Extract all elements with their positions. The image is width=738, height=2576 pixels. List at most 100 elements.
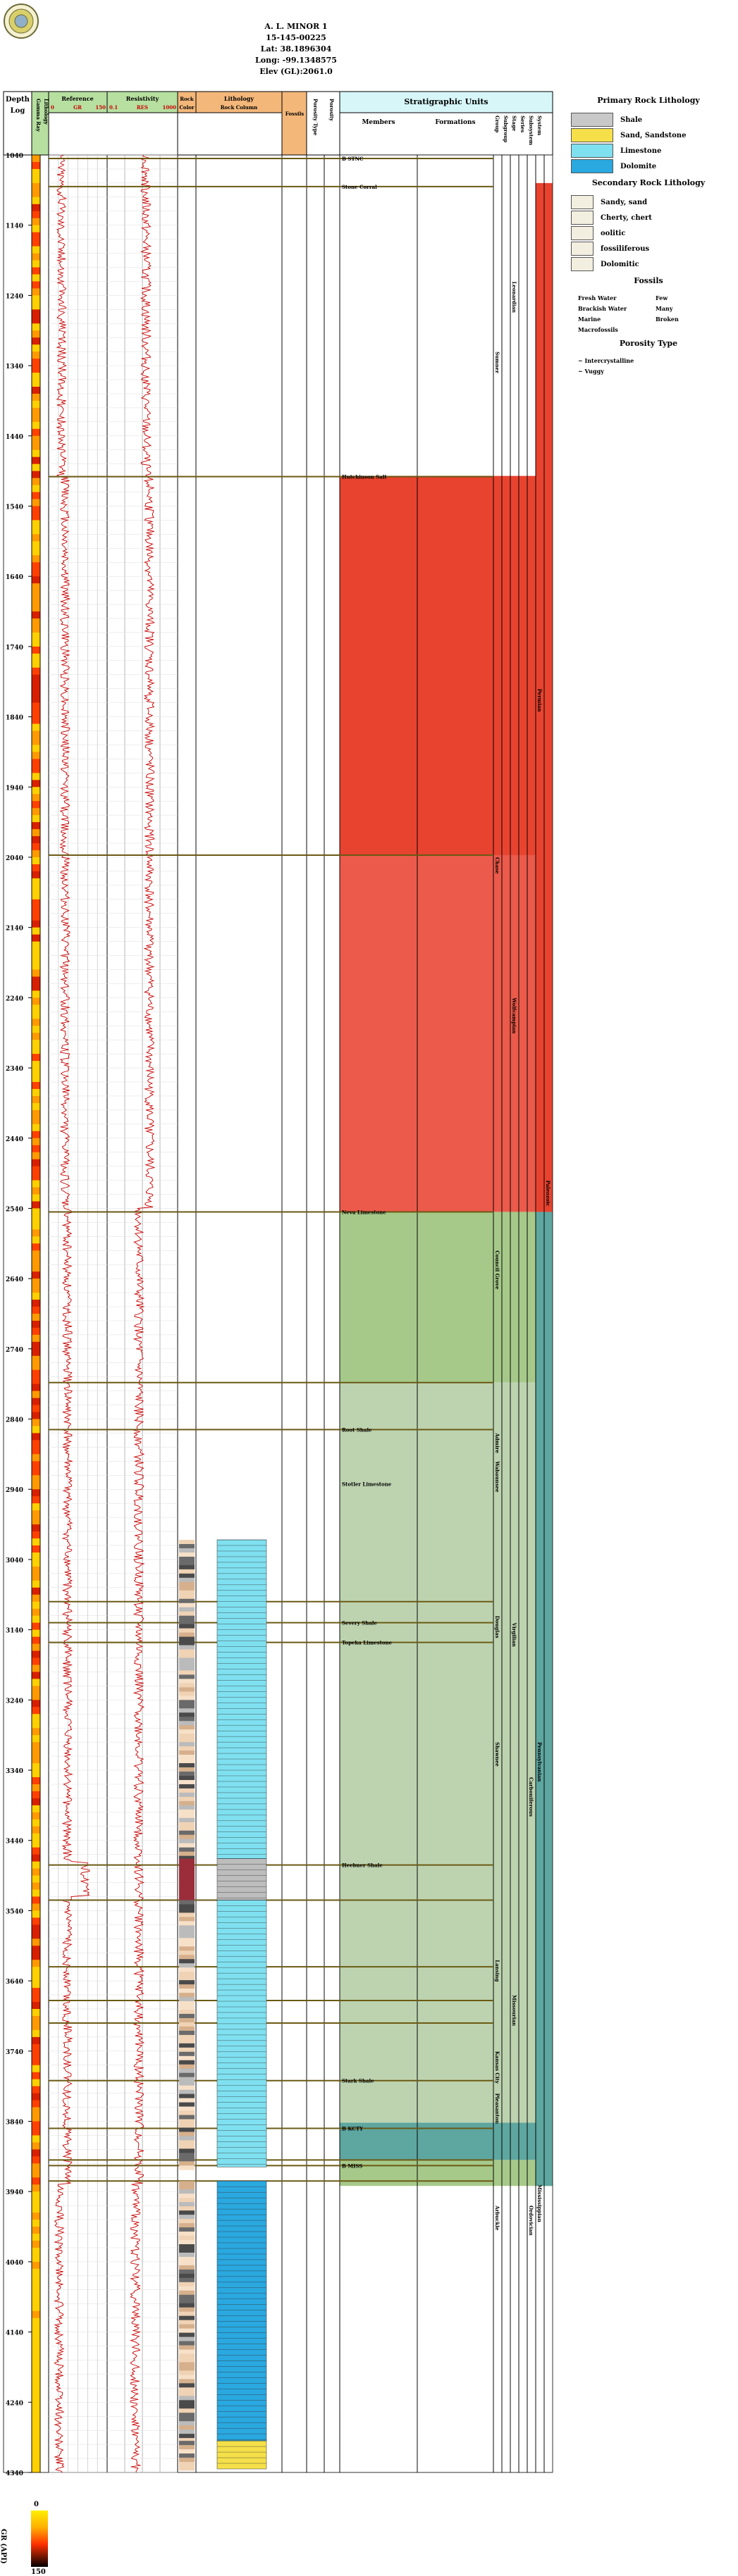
depth-label: 1940: [6, 785, 23, 792]
strat-label-2: Chase: [494, 857, 500, 874]
rock-color-cell: [179, 2370, 195, 2375]
rock-color-cell: [179, 1796, 195, 1802]
gr-color-cell: [32, 1643, 40, 1652]
gr-color-cell: [32, 688, 40, 697]
gr-color-cell: [32, 1271, 40, 1279]
gr-color-cell: [32, 1854, 40, 1862]
gr-color-cell: [32, 1847, 40, 1855]
rock-color-cell: [179, 1746, 195, 1751]
legend-label: Sand, Sandstone: [620, 131, 687, 139]
gr-color-cell: [32, 1475, 40, 1483]
rock-color-cell: [179, 1729, 195, 1734]
member-label-3: Neva Limestone: [342, 1209, 386, 1215]
gr-color-cell: [32, 1383, 40, 1392]
gr-color-cell: [32, 175, 40, 184]
gr-color-cell: [32, 1910, 40, 1918]
rock-color-cell: [179, 2161, 195, 2166]
gr-color-cell: [32, 1791, 40, 1799]
depth-label: 2540: [6, 1206, 23, 1213]
rock-color-cell: [179, 1734, 195, 1738]
gr-color-cell: [32, 2346, 40, 2354]
legend-swatch: [571, 128, 613, 142]
gr-color-cell: [32, 485, 40, 493]
gr-color-cell: [32, 407, 40, 416]
legend-fossil-label: Broken: [656, 315, 679, 323]
depth-label: 2940: [6, 1487, 23, 1494]
rock-color-cell: [179, 2068, 195, 2074]
porosity-header-box: [306, 91, 340, 156]
members-header: Members: [362, 119, 395, 126]
fossils-header-box: [281, 91, 307, 156]
gr-color-cell: [32, 1798, 40, 1806]
rock-color-cell: [179, 2277, 195, 2283]
rock-color-cell: [179, 1925, 195, 1930]
rock-color-cell: [179, 2375, 195, 2379]
rock-color-cell: [179, 2123, 195, 2128]
gr-color-cell: [32, 1531, 40, 1539]
legend-label: Dolomite: [620, 162, 657, 170]
gr-color-cell: [32, 2036, 40, 2045]
rock-color-cell: [179, 1691, 195, 1696]
track-border-7: [281, 154, 307, 2473]
member-label-8: Heebner Shale: [342, 1862, 383, 1869]
gr-color-cell: [32, 653, 40, 661]
gr-color-cell: [32, 1995, 40, 2003]
depth-label: 1240: [6, 293, 23, 300]
rock-color-cell: [179, 2185, 195, 2190]
gr-color-cell: [32, 1426, 40, 1433]
legend-fossil-label: Marine: [578, 315, 601, 323]
gr-color-cell: [32, 246, 40, 254]
gr-color-cell: [32, 548, 40, 556]
gr-color-cell: [32, 1868, 40, 1877]
rock-color-cell: [179, 2110, 195, 2115]
strat-label-5: Paleozoic: [545, 1181, 551, 1207]
legend-porosity-row: ~ Vuggy: [564, 366, 733, 376]
gr-color-cell: [32, 1468, 40, 1476]
well-header: A. L. MINOR 1 15-145-00225 Lat: 38.18963…: [211, 21, 381, 77]
gr-color-cell: [32, 428, 40, 437]
gr-color-cell: [32, 1517, 40, 1525]
gr-color-cell: [32, 1988, 40, 1996]
gr-color-cell: [32, 295, 40, 303]
legend-secondary-row: fossiliferous: [564, 241, 733, 256]
gr-color-cell: [32, 1419, 40, 1427]
resistivity-header-box: [106, 91, 178, 113]
rock-color-cell: [179, 2290, 195, 2296]
gr-color-cell: [32, 2381, 40, 2389]
gr-color-cell: [32, 2444, 40, 2452]
gr-color-cell: [32, 1896, 40, 1904]
rock-color-cell: [179, 1871, 195, 1876]
gr-color-cell: [32, 161, 40, 170]
gr-color-cell: [32, 2022, 40, 2031]
legend-secondary-row: Cherty, chert: [564, 210, 733, 225]
rock-color-cell: [179, 2421, 195, 2426]
legend-label: Dolomitic: [601, 260, 639, 268]
gr-color-cell: [32, 2234, 40, 2241]
gr-color-cell: [32, 2184, 40, 2192]
gr-color-cell: [32, 1960, 40, 1967]
gr-color-cell: [32, 2395, 40, 2403]
gr-color-cell: [32, 2191, 40, 2199]
rock-color-cell: [179, 2198, 195, 2203]
rock-color-cell: [179, 2286, 195, 2291]
depth-label: 3640: [6, 1979, 23, 1986]
legend-porosity-label: ~ Intercrystalline: [578, 356, 634, 364]
gr-color-cell: [32, 2142, 40, 2150]
rock-color-cell: [179, 1908, 195, 1913]
gr-color-cell: [32, 218, 40, 226]
rock-color-cell: [179, 1653, 195, 1658]
gr-color-cell: [32, 569, 40, 577]
gr-color-cell: [32, 646, 40, 654]
rock-color-cell: [179, 1813, 195, 1819]
rock-color-cell: [179, 1997, 195, 2002]
gr-color-cell: [32, 2241, 40, 2248]
strat-label-0: Sumner: [494, 351, 500, 373]
gr-scale-min: 0: [34, 2501, 39, 2508]
track-border-18: [543, 154, 553, 2473]
gr-color-cell: [32, 1573, 40, 1581]
strat-label-3: Wolfcampian: [511, 997, 517, 1033]
gr-color-cell: [32, 330, 40, 338]
rock-color-cell: [179, 2219, 195, 2224]
gr-color-cell: [32, 1559, 40, 1567]
rock-color-cell: [179, 1607, 195, 1612]
